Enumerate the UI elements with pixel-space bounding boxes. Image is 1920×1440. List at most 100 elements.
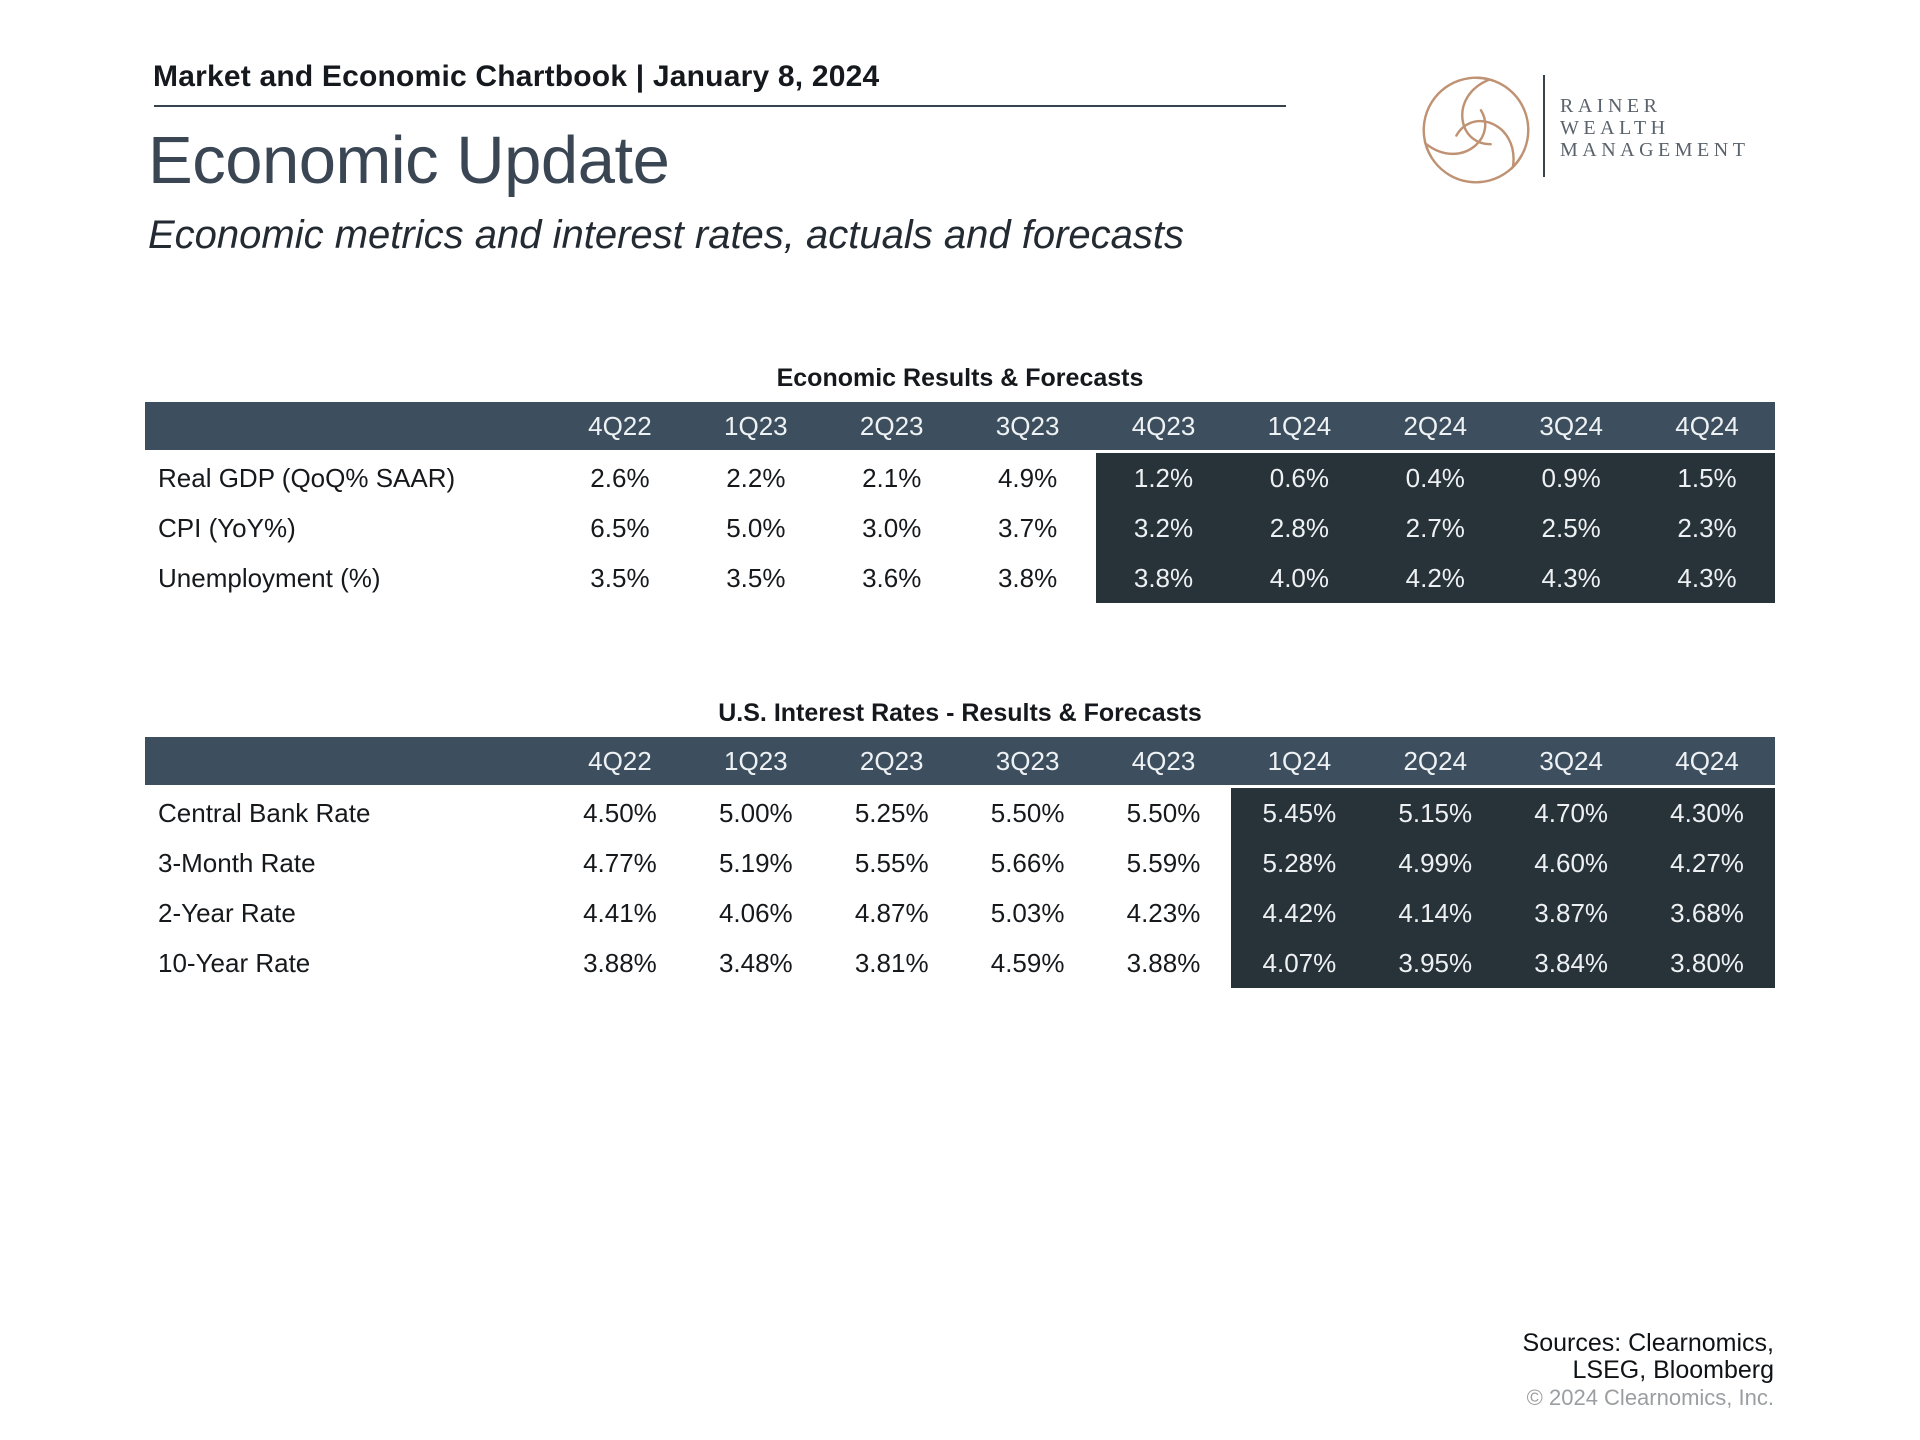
actual-value-cell: 5.55% xyxy=(854,848,929,878)
forecast-value-cell: 0.4% xyxy=(1367,453,1504,503)
actual-value-cell: 5.50% xyxy=(1126,798,1201,828)
table-row: 3-Month Rate 4.77% 5.19% 5.55% 5.66% 5.59% 5.2… xyxy=(145,838,1775,888)
actual-value-cell: 3.7% xyxy=(997,513,1058,543)
table-body: Real GDP (QoQ% SAAR) 2.6% 2.2% 2.1% 4.9% 1.2%… xyxy=(145,453,1775,603)
actual-value-cell: 2.1% xyxy=(862,463,922,493)
column-header-4Q24: 4Q24 xyxy=(1675,746,1739,776)
table-row: 2-Year Rate 4.41% 4.06% 4.87% 5.03% 4.23% 4.42… xyxy=(145,888,1775,938)
forecast-value-cell: 2.3% xyxy=(1639,503,1775,553)
forecast-value-cell: 2.5% xyxy=(1503,503,1640,553)
forecast-value-cell: 4.42% xyxy=(1231,888,1368,938)
logo-wordmark-line: MANAGEMENT xyxy=(1560,139,1750,161)
table-row: 10-Year Rate 3.88% 3.48% 3.81% 4.59% 3.88% 4.0… xyxy=(145,938,1775,988)
column-header-4Q24: 4Q24 xyxy=(1675,411,1739,441)
actual-value-cell: 3.5% xyxy=(726,563,786,593)
actual-value-cell: 5.25% xyxy=(854,798,929,828)
row-label: Unemployment (%) xyxy=(158,563,381,593)
header-divider-line xyxy=(154,105,1286,107)
forecast-value-cell: 4.27% xyxy=(1639,838,1775,888)
forecast-value-cell: 4.2% xyxy=(1367,553,1504,603)
actual-value-cell: 4.9% xyxy=(997,463,1058,493)
actual-value-cell: 5.03% xyxy=(990,898,1065,928)
row-label: Real GDP (QoQ% SAAR) xyxy=(158,463,456,493)
column-header-3Q23: 3Q23 xyxy=(995,746,1060,776)
forecast-value-cell: 2.8% xyxy=(1231,503,1368,553)
table-body: Central Bank Rate 4.50% 5.00% 5.25% 5.50% 5.5… xyxy=(145,788,1775,988)
forecast-value-cell: 3.8% xyxy=(1095,553,1232,603)
page-subtitle: Economic metrics and interest rates, act… xyxy=(148,213,1185,257)
actual-value-cell: 3.8% xyxy=(997,563,1058,593)
economic-results-table: Economic Results & Forecasts 4Q22 1Q23 2Q2… xyxy=(145,363,1775,603)
actual-value-cell: 3.81% xyxy=(854,948,929,978)
forecast-value-cell: 5.45% xyxy=(1231,788,1368,838)
forecast-value-cell: 3.80% xyxy=(1639,938,1775,988)
actual-value-cell: 3.88% xyxy=(583,948,657,978)
copyright-text: © 2024 Clearnomics, Inc. xyxy=(1526,1385,1774,1410)
actual-value-cell: 4.50% xyxy=(583,798,657,828)
column-header-2Q23: 2Q23 xyxy=(859,411,924,441)
actual-value-cell: 3.0% xyxy=(862,513,922,543)
column-header-1Q23: 1Q23 xyxy=(724,411,788,441)
column-header-4Q22: 4Q22 xyxy=(588,746,652,776)
swirl-logo-icon xyxy=(1422,76,1530,184)
row-label: 3-Month Rate xyxy=(158,848,316,878)
logo-divider-line xyxy=(1543,75,1545,177)
table-header-row: 4Q22 1Q23 2Q23 3Q23 4Q23 1Q24 2Q24 3Q24 4Q24 xyxy=(145,402,1775,450)
column-header-1Q24: 1Q24 xyxy=(1267,411,1332,441)
column-header-1Q23: 1Q23 xyxy=(724,746,788,776)
actual-value-cell: 6.5% xyxy=(590,513,650,543)
forecast-value-cell: 4.07% xyxy=(1231,938,1368,988)
actual-value-cell: 4.77% xyxy=(583,848,657,878)
column-header-4Q22: 4Q22 xyxy=(588,411,652,441)
table-row: Real GDP (QoQ% SAAR) 2.6% 2.2% 2.1% 4.9% 1.2%… xyxy=(145,453,1775,503)
forecast-value-cell: 4.60% xyxy=(1503,838,1640,888)
column-header-4Q23: 4Q23 xyxy=(1131,411,1196,441)
row-label: Central Bank Rate xyxy=(158,798,371,828)
table-row: CPI (YoY%) 6.5% 5.0% 3.0% 3.7% 3.2% 2.8% 2.7% 2.… xyxy=(145,503,1775,553)
forecast-value-cell: 4.3% xyxy=(1639,553,1775,603)
forecast-value-cell: 4.70% xyxy=(1503,788,1640,838)
forecast-value-cell: 4.0% xyxy=(1231,553,1368,603)
actual-value-cell: 5.50% xyxy=(990,798,1065,828)
table-row: Unemployment (%) 3.5% 3.5% 3.6% 3.8% 3.8% 4.0%… xyxy=(145,553,1775,603)
actual-value-cell: 3.5% xyxy=(590,563,650,593)
column-header-3Q24: 3Q24 xyxy=(1539,411,1603,441)
footer: Sources: Clearnomics, LSEG, Bloomberg © … xyxy=(1523,1330,1774,1411)
column-header-1Q24: 1Q24 xyxy=(1267,746,1332,776)
header-spacer-cell xyxy=(145,402,552,450)
column-header-2Q24: 2Q24 xyxy=(1403,411,1468,441)
interest-rates-table: U.S. Interest Rates - Results & Forecast… xyxy=(145,698,1775,988)
row-label: 10-Year Rate xyxy=(158,948,311,978)
column-header-2Q24: 2Q24 xyxy=(1403,746,1468,776)
column-header-3Q23: 3Q23 xyxy=(995,411,1060,441)
actual-value-cell: 3.88% xyxy=(1126,948,1201,978)
sources-line: LSEG, Bloomberg xyxy=(1572,1356,1775,1384)
actual-value-cell: 3.48% xyxy=(718,948,793,978)
table-header-row: 4Q22 1Q23 2Q23 3Q23 4Q23 1Q24 2Q24 3Q24 4Q24 xyxy=(145,737,1775,785)
actual-value-cell: 4.59% xyxy=(990,948,1065,978)
actual-value-cell: 5.19% xyxy=(718,848,793,878)
forecast-value-cell: 4.14% xyxy=(1367,888,1504,938)
forecast-value-cell: 0.9% xyxy=(1503,453,1640,503)
actual-value-cell: 5.59% xyxy=(1126,848,1201,878)
forecast-value-cell: 3.87% xyxy=(1503,888,1640,938)
rainer-wealth-logo: RAINER WEALTH MANAGEMENT xyxy=(1420,70,1760,192)
actual-value-cell: 4.87% xyxy=(854,898,929,928)
forecast-value-cell: 3.2% xyxy=(1095,503,1232,553)
column-header-2Q23: 2Q23 xyxy=(859,746,924,776)
actual-value-cell: 4.41% xyxy=(583,898,657,928)
actual-value-cell: 2.2% xyxy=(726,463,786,493)
actual-value-cell: 4.23% xyxy=(1126,898,1201,928)
forecast-value-cell: 3.68% xyxy=(1639,888,1775,938)
actual-value-cell: 4.06% xyxy=(718,898,793,928)
forecast-value-cell: 5.15% xyxy=(1367,788,1504,838)
forecast-value-cell: 0.6% xyxy=(1231,453,1368,503)
row-label: CPI (YoY%) xyxy=(158,513,296,543)
forecast-value-cell: 4.99% xyxy=(1367,838,1504,888)
actual-value-cell: 5.00% xyxy=(718,798,793,828)
logo-wordmark-line: RAINER xyxy=(1560,95,1662,117)
table-row: Central Bank Rate 4.50% 5.00% 5.25% 5.50% 5.5… xyxy=(145,788,1775,838)
logo-wordmark-line: WEALTH xyxy=(1560,117,1670,139)
forecast-value-cell: 5.28% xyxy=(1231,838,1368,888)
